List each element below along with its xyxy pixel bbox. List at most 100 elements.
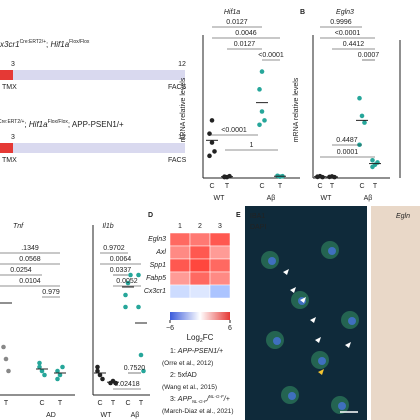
p-value: 1 <box>250 142 254 149</box>
data-point <box>6 368 11 374</box>
chart-title: Il1b <box>102 223 113 230</box>
arrowhead <box>345 342 351 348</box>
timeline-right: FACS <box>168 157 187 164</box>
data-point <box>123 292 128 298</box>
note-part: 2: 5xfAD <box>170 372 197 379</box>
data-point <box>259 109 265 114</box>
arrowhead <box>283 269 289 275</box>
genotype-part: Flox/Flox <box>48 119 69 125</box>
heat-cell <box>209 232 231 247</box>
heat-cell <box>189 245 211 260</box>
arrowhead <box>318 369 324 375</box>
data-point <box>55 368 60 374</box>
colorbar-title-part: FC <box>203 333 214 342</box>
data-point <box>362 120 367 125</box>
data-point <box>375 160 380 165</box>
data-point <box>207 153 212 159</box>
x-tick-label: C <box>259 183 264 190</box>
group-label: Aβ <box>267 195 276 202</box>
panel-label: E <box>236 212 241 219</box>
p-value: 0.7520 <box>124 365 146 372</box>
heat-cell <box>209 271 231 286</box>
p-value: <0.0001 <box>335 30 361 37</box>
data-point <box>3 356 9 362</box>
panel-label: B <box>300 9 305 16</box>
data-point <box>209 140 215 145</box>
row-label: Cx3cr1 <box>144 288 166 295</box>
data-point <box>259 69 265 74</box>
group-label: Aβ <box>131 412 140 419</box>
x-tick-label: C <box>317 183 322 190</box>
group-label: WT <box>214 195 226 202</box>
note-part: (Wang et al., 2015) <box>162 384 217 391</box>
timeline-start: 3 <box>11 134 15 141</box>
data-point <box>1 344 6 350</box>
tmx-pulse <box>0 143 13 153</box>
colorbar-label: −6 <box>166 325 174 332</box>
note-part: (Orre et al., 2012) <box>162 360 213 367</box>
chart-title: Egln3 <box>336 9 354 16</box>
data-point <box>257 87 262 92</box>
nucleus <box>268 257 276 265</box>
row-label: Fabp5 <box>146 275 166 282</box>
note-part: 3: <box>170 396 178 403</box>
tmx-pulse <box>0 70 13 80</box>
nucleus <box>328 247 336 255</box>
x-tick-label: T <box>58 400 63 407</box>
chart-title: Tnf <box>13 223 24 230</box>
p-value: 0.0064 <box>110 256 132 263</box>
y-axis-label: mRNA relative levels <box>180 77 187 142</box>
x-tick-label: C <box>39 400 44 407</box>
genotype-part: ; <box>68 120 72 129</box>
heat-cell <box>189 258 211 273</box>
note-part: NL-G-F <box>192 399 207 404</box>
note: (March-Diaz et al., 2021) <box>162 408 234 415</box>
timeline-end: 12 <box>178 134 186 141</box>
group-label: WT <box>101 412 113 419</box>
nucleus <box>348 317 356 325</box>
data-point <box>370 157 375 163</box>
note-part: / <box>206 396 210 403</box>
data-point <box>42 372 47 378</box>
p-value: 0.9702 <box>103 245 125 252</box>
timeline-left: TMX <box>2 157 17 164</box>
heat-cell <box>169 232 191 247</box>
p-value: 0.4412 <box>343 41 365 48</box>
x-tick-label: T <box>4 400 9 407</box>
p-value: 0.0007 <box>358 52 380 59</box>
colorbar-title-part: Log <box>187 333 200 342</box>
note: (Wang et al., 2015) <box>162 384 217 391</box>
p-value: 0.02418 <box>114 381 139 388</box>
data-point <box>359 113 365 119</box>
nucleus <box>338 402 346 410</box>
data-point <box>100 376 105 382</box>
data-point <box>125 280 131 286</box>
note-part: 1: <box>170 348 178 355</box>
data-point <box>141 368 146 374</box>
timeline <box>0 70 185 80</box>
group-label: WT <box>321 195 333 202</box>
heat-cell <box>189 232 211 247</box>
colorbar <box>170 312 230 320</box>
x-tick-label: C <box>97 400 102 407</box>
genotype: x3cr1Cre:ERT2/+; Hif1aFlox/Flox <box>0 39 90 49</box>
heat-cell <box>209 284 231 299</box>
column-label: 3 <box>218 223 222 230</box>
data-point <box>209 118 215 123</box>
nucleus <box>318 357 326 365</box>
p-value: 0.979 <box>42 289 60 296</box>
heat-cell <box>189 284 211 299</box>
colorbar-title-part: 2 <box>200 338 203 344</box>
data-point <box>138 352 144 358</box>
data-point <box>123 304 128 310</box>
heat-cell <box>169 271 191 286</box>
data-point <box>37 360 42 366</box>
group-label: Aβ <box>364 195 373 202</box>
genotype-part: ; <box>24 120 28 129</box>
data-point <box>136 272 141 278</box>
group-label: AD <box>46 412 56 419</box>
p-value: 0.0001 <box>337 149 359 156</box>
x-tick-label: C <box>209 183 214 190</box>
data-point <box>136 304 141 310</box>
timeline-right: FACS <box>168 84 187 91</box>
